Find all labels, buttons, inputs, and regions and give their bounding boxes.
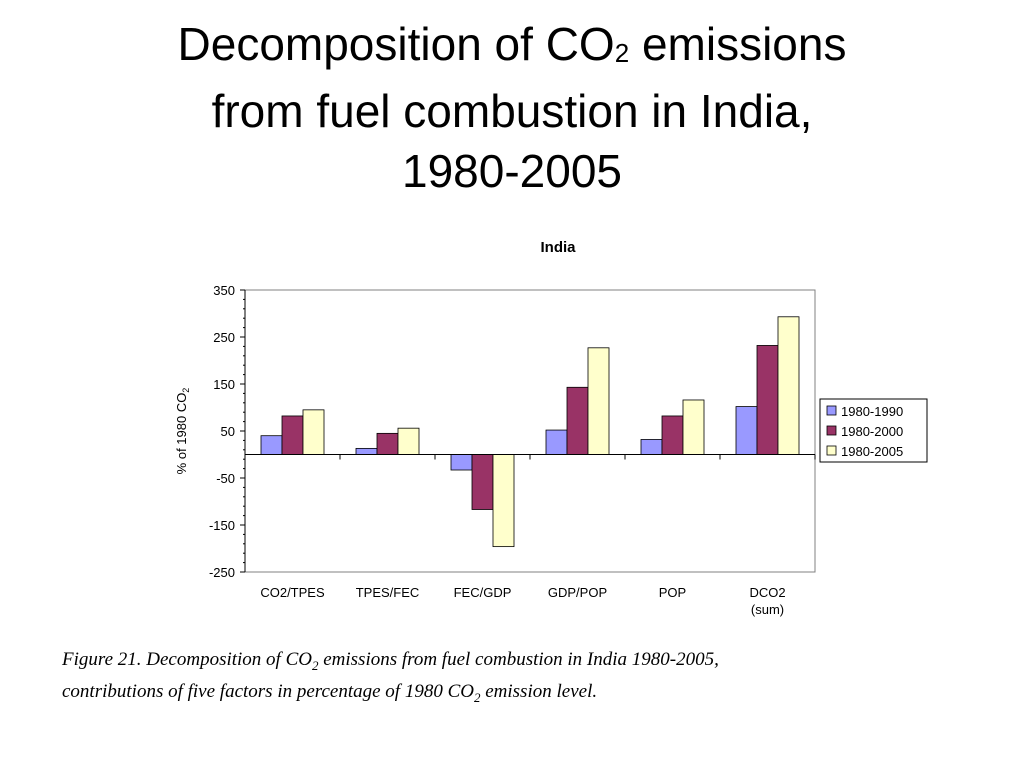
bar-1980-2000-3 <box>566 386 589 455</box>
legend-label: 1980-2000 <box>841 424 903 439</box>
bar-1980-2005-4 <box>682 399 705 455</box>
caption-text: emission level. <box>480 680 598 702</box>
figure-caption: Figure 21. Decomposition of CO2 emission… <box>62 647 982 711</box>
bar-1980-2000-1 <box>376 432 399 455</box>
plot-area-frame <box>244 289 816 573</box>
legend-swatch <box>826 445 837 456</box>
y-tick-label: -150 <box>209 518 235 533</box>
bar-chart: India 350 250 150 50 -50 -150 -250 % of 1980 CO2… <box>174 239 928 617</box>
y-tick-label: 50 <box>221 424 235 439</box>
y-tick-label: 350 <box>213 283 235 298</box>
bar-1980-2005-0 <box>302 409 325 455</box>
category-label: TPES/FEC <box>356 585 420 600</box>
y-axis-label-subscript: 2 <box>181 388 191 393</box>
chart-title: India <box>540 239 576 256</box>
bar-1980-2000-5 <box>756 345 779 455</box>
y-tick-label: 150 <box>213 377 235 392</box>
bar-1980-1990-1 <box>355 447 378 455</box>
category-label: POP <box>659 585 686 600</box>
category-label: DCO2 <box>749 585 785 600</box>
legend-swatch <box>826 425 837 436</box>
caption-line-1: Figure 21. Decomposition of CO2 emission… <box>62 647 982 679</box>
y-tick-label: 250 <box>213 330 235 345</box>
bar-1980-2000-4 <box>661 415 684 455</box>
bar-1980-2005-3 <box>587 347 610 455</box>
title-line-1: Decomposition of CO2 emissions <box>0 14 1024 81</box>
title-line-2: from fuel combustion in India, <box>211 85 813 137</box>
y-tick-label: -250 <box>209 565 235 580</box>
legend-label: 1980-1990 <box>841 404 903 419</box>
legend-swatch <box>826 405 837 416</box>
bar-1980-2000-0 <box>281 415 304 455</box>
bar-1980-1990-5 <box>735 406 758 455</box>
bar-1980-2005-5 <box>777 316 800 455</box>
caption-text: emissions from fuel combustion in India … <box>318 649 719 670</box>
caption-subscript: 2 <box>311 657 319 673</box>
bar-1980-2005-2 <box>492 454 515 548</box>
bar-1980-1990-4 <box>640 439 663 455</box>
title-line-3: 1980-2005 <box>402 145 622 197</box>
legend-label: 1980-2005 <box>841 444 903 459</box>
caption-text: Figure 21. Decomposition of CO <box>62 649 312 670</box>
category-label: FEC/GDP <box>454 585 512 600</box>
category-label: GDP/POP <box>548 585 607 600</box>
y-tick-label: -50 <box>216 471 235 486</box>
legend-box <box>819 398 928 463</box>
caption-subscript: 2 <box>473 689 481 705</box>
caption-text: contributions of five factors in percent… <box>62 680 474 702</box>
title-subscript: 2 <box>614 38 630 68</box>
bar-1980-1990-2 <box>450 454 473 471</box>
title-text-co: Decomposition of CO <box>177 18 615 70</box>
category-label: CO2/TPES <box>260 585 325 600</box>
slide-title: Decomposition of CO2 emissions from fuel… <box>0 14 1024 201</box>
bar-1980-2005-1 <box>397 427 420 455</box>
caption-line-2: contributions of five factors in percent… <box>62 679 982 711</box>
title-text-emissions: emissions <box>629 18 847 70</box>
bar-1980-2000-2 <box>471 454 494 510</box>
bar-1980-1990-3 <box>545 429 568 455</box>
category-label: (sum) <box>751 602 784 617</box>
y-axis-label: % of 1980 CO2 <box>174 388 191 475</box>
bar-1980-1990-0 <box>260 435 283 455</box>
